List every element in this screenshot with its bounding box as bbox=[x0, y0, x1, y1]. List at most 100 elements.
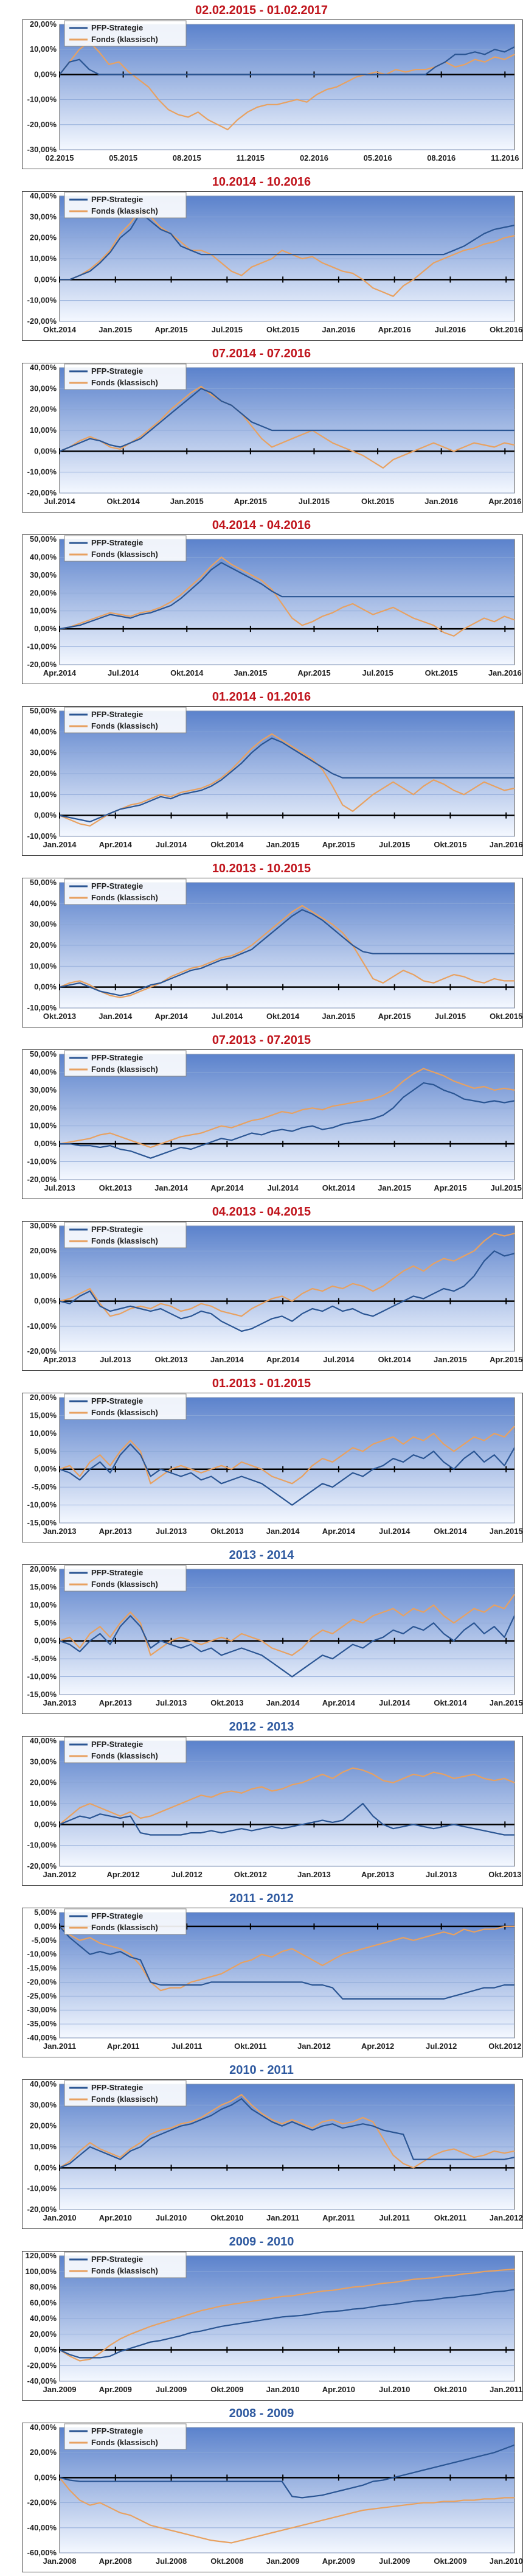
y-tick-label: 20,00% bbox=[30, 233, 57, 242]
x-tick-label: Jul.2015 bbox=[362, 668, 393, 677]
x-tick-label: Jan.2014 bbox=[99, 1012, 133, 1021]
x-tick-label: Okt.2013 bbox=[210, 1698, 243, 1707]
y-tick-label: 30,00% bbox=[30, 1221, 57, 1230]
x-tick-label: Apr.2013 bbox=[99, 1698, 132, 1707]
x-tick-label: Jan.2015 bbox=[378, 1183, 411, 1192]
legend-box bbox=[64, 1050, 187, 1077]
y-tick-label: 50,00% bbox=[30, 706, 57, 715]
chart-svg: 120,00% 100,00% 80,00% 60,00% 40,00% 20,00% 0,… bbox=[22, 2251, 523, 2401]
chart-title: 10.2013 - 10.2015 bbox=[212, 862, 311, 875]
y-tick-label: -60,00% bbox=[27, 2548, 57, 2557]
legend-entry: Fonds (klassisch) bbox=[91, 721, 158, 730]
x-tick-label: Okt.2009 bbox=[434, 2557, 466, 2566]
x-tick-label: Jan.2010 bbox=[266, 2385, 300, 2394]
x-tick-label: Jan.2015 bbox=[99, 325, 132, 334]
y-tick-label: 50,00% bbox=[30, 878, 57, 887]
x-tick-label: Apr.2014 bbox=[210, 1183, 244, 1192]
chart-svg: 40,00% 30,00% 20,00% 10,00% 0,00% -10,00% -20,… bbox=[22, 2079, 523, 2229]
x-tick-label: Jul.2009 bbox=[156, 2385, 187, 2394]
y-tick-label: -20,00% bbox=[27, 1175, 57, 1184]
y-tick-label: 30,00% bbox=[30, 383, 57, 393]
series-line-fonds bbox=[60, 1426, 514, 1485]
x-tick-label: Okt.2014 bbox=[322, 1183, 356, 1192]
y-tick-label: -20,00% bbox=[27, 2498, 57, 2507]
x-tick-label: Jul.2009 bbox=[379, 2557, 410, 2566]
x-tick-label: Apr.2014 bbox=[322, 1527, 356, 1536]
legend-entry: Fonds (klassisch) bbox=[91, 2095, 158, 2104]
legend-box bbox=[64, 2252, 187, 2278]
legend-entry: PFP-Strategie bbox=[91, 1053, 143, 1062]
legend-box bbox=[64, 878, 187, 905]
x-tick-label: Apr.2010 bbox=[99, 2213, 132, 2222]
x-tick-label: Apr.2015 bbox=[434, 1183, 466, 1192]
chart-block: 02.02.2015 - 01.02.2017 20,00% 10,00% 0,00%… bbox=[0, 0, 523, 172]
x-tick-label: Okt.2015 bbox=[434, 840, 466, 849]
y-tick-label: 120,00% bbox=[26, 2251, 57, 2260]
y-tick-label: -25,00% bbox=[27, 1991, 57, 2000]
x-tick-label: 05.2016 bbox=[364, 153, 392, 163]
y-tick-label: -10,00% bbox=[27, 1950, 57, 1959]
x-tick-label: Jul.2014 bbox=[379, 1527, 410, 1536]
chart-svg: 30,00%20,00%10,00%0,00%-10,00%-20,00%Apr… bbox=[22, 1221, 523, 1371]
x-tick-label: Okt.2012 bbox=[234, 1870, 267, 1879]
x-tick-label: Jan.2016 bbox=[322, 325, 355, 334]
legend-box bbox=[64, 20, 187, 47]
x-tick-label: Okt.2009 bbox=[210, 2385, 243, 2394]
x-tick-label: Okt.2013 bbox=[99, 1183, 132, 1192]
x-tick-label: Apr.2014 bbox=[99, 840, 133, 849]
x-tick-label: Jan.2015 bbox=[170, 497, 204, 506]
y-tick-label: -40,00% bbox=[27, 2523, 57, 2532]
chart-svg: 50,00% 40,00% 30,00% 20,00% 10,00% 0,00% -10,0… bbox=[22, 878, 523, 1027]
x-tick-label: Jul.2014 bbox=[379, 1698, 410, 1707]
y-tick-label: -10,00% bbox=[27, 1157, 57, 1166]
y-tick-label: 0,00% bbox=[34, 982, 57, 992]
chart-block: 2013 - 2014 20,00% 15,00% 10,00% 5,00% 0,00% -… bbox=[0, 1545, 523, 1717]
x-tick-label: 05.2015 bbox=[109, 153, 137, 163]
x-tick-label: Apr.2013 bbox=[361, 1870, 394, 1879]
x-tick-label: 08.2015 bbox=[173, 153, 201, 163]
y-tick-label: 0,00% bbox=[34, 1922, 57, 1931]
y-tick-label: -30,00% bbox=[27, 2005, 57, 2014]
legend-entry: Fonds (klassisch) bbox=[91, 206, 158, 215]
series-line-pfp bbox=[60, 212, 514, 281]
x-tick-label: Jul.2014 bbox=[212, 1012, 243, 1021]
x-tick-label: Jul.2011 bbox=[171, 2042, 203, 2051]
legend: PFP-Strategie Fonds (klassisch) bbox=[64, 1222, 187, 1248]
x-tick-label: Apr.2012 bbox=[361, 2042, 394, 2051]
y-tick-label: 40,00% bbox=[30, 898, 57, 908]
chart-title: 01.2014 - 01.2016 bbox=[212, 690, 311, 704]
x-tick-label: Jul.2014 bbox=[44, 497, 75, 506]
legend-entry: Fonds (klassisch) bbox=[91, 1065, 158, 1074]
legend: PFP-Strategie Fonds (klassisch) bbox=[64, 2423, 187, 2450]
chart-svg: 20,00%10,00%0,00%-10,00%-20,00%-30,00%02… bbox=[22, 19, 523, 169]
series-line-fonds bbox=[60, 1767, 514, 1825]
legend: PFP-Strategie Fonds (klassisch) bbox=[64, 878, 187, 905]
legend-entry: PFP-Strategie bbox=[91, 538, 143, 547]
x-tick-label: Okt.2014 bbox=[170, 668, 204, 677]
legend-entry: PFP-Strategie bbox=[91, 366, 143, 376]
y-tick-label: -10,00% bbox=[27, 296, 57, 305]
x-tick-label: Okt.2011 bbox=[434, 2213, 467, 2222]
x-tick-label: Okt.2015 bbox=[266, 325, 299, 334]
y-tick-label: 0,00% bbox=[34, 1465, 57, 1474]
y-tick-label: 40,00% bbox=[30, 2314, 57, 2323]
y-tick-label: 10,00% bbox=[30, 44, 57, 54]
y-tick-label: -10,00% bbox=[27, 1841, 57, 1850]
chart-title: 07.2013 - 07.2015 bbox=[212, 1034, 311, 1047]
x-tick-label: Okt.2010 bbox=[434, 2385, 466, 2394]
x-tick-label: Jul.2014 bbox=[108, 668, 139, 677]
y-tick-label: 10,00% bbox=[30, 1799, 57, 1808]
x-tick-label: Jul.2015 bbox=[212, 325, 243, 334]
y-tick-label: 40,00% bbox=[30, 191, 57, 200]
y-tick-label: 40,00% bbox=[30, 1736, 57, 1745]
x-tick-label: Jan.2014 bbox=[266, 1527, 300, 1536]
x-tick-label: Apr.2015 bbox=[490, 1355, 522, 1364]
legend-entry: Fonds (klassisch) bbox=[91, 35, 158, 44]
legend-entry: Fonds (klassisch) bbox=[91, 1236, 158, 1245]
x-tick-label: Jul.2010 bbox=[379, 2385, 410, 2394]
legend-box bbox=[64, 192, 187, 219]
x-tick-label: Jan.2010 bbox=[490, 2557, 523, 2566]
x-tick-label: Jan.2015 bbox=[266, 840, 300, 849]
y-tick-label: 0,00% bbox=[34, 811, 57, 820]
chart-svg: 50,00% 40,00% 30,00% 20,00% 10,00% 0,00% -10,0… bbox=[22, 534, 523, 684]
